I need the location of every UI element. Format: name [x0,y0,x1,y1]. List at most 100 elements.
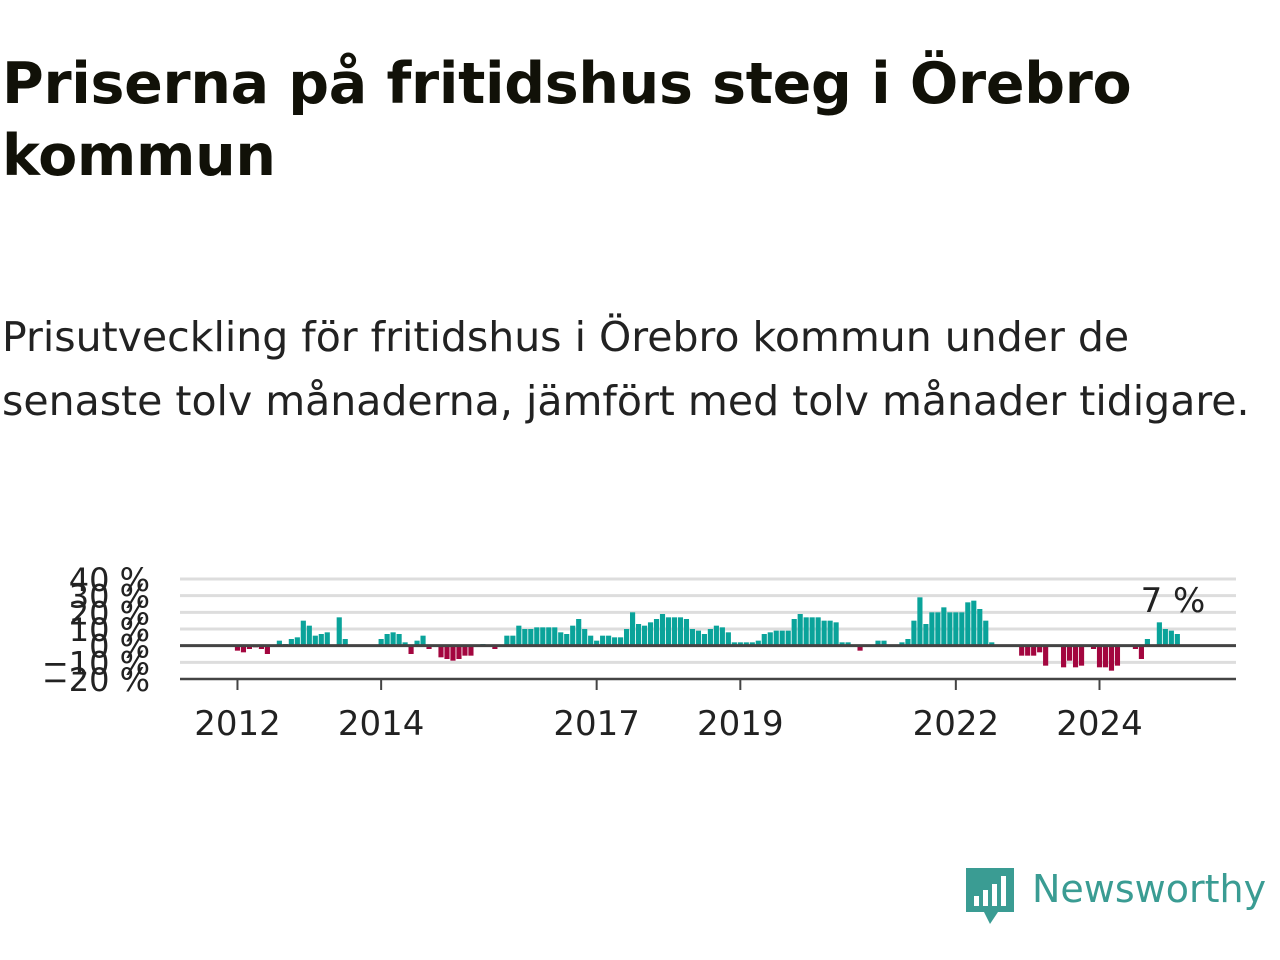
y-tick-label: 30 % [69,578,150,616]
bar [420,635,426,646]
bar [701,634,707,646]
bar [1144,639,1150,646]
labels: −20 %−10 %0 %10 %20 %30 %40 % 2012 2014 201… [42,561,1205,744]
bar [624,629,630,646]
bar [827,620,833,646]
bar [989,642,995,646]
bar [414,640,420,646]
bar [977,609,983,646]
bar [953,612,959,646]
bar [1072,645,1079,668]
bar [767,632,773,646]
bar [791,619,797,646]
bar [456,645,462,659]
bar [659,614,666,646]
bar [809,617,815,646]
bar [959,612,965,646]
bar [1114,645,1121,666]
bar [683,619,690,646]
bar [384,634,390,646]
bar [288,639,294,646]
bar [510,635,516,646]
bar [929,612,935,646]
bar [552,627,558,646]
bar [408,645,414,654]
chart-title: Priserna på fritidshus steg i Örebro kom… [2,51,1132,189]
bar [773,630,779,646]
bar [671,617,678,646]
bar [797,614,803,646]
bar [965,602,971,646]
bar [246,645,253,649]
bar [899,642,905,646]
bar [917,597,923,646]
bar [983,620,989,646]
bar [779,630,785,646]
bar [839,642,845,646]
bar [612,637,618,646]
bar [1061,645,1067,668]
bar-chart: −20 %−10 %0 %10 %20 %30 %40 % 2012 2014 201… [42,561,1236,744]
bar [606,635,612,646]
bar [677,617,684,646]
bar [1096,645,1103,668]
bar [324,632,330,646]
bar [564,634,570,646]
bar [785,630,791,646]
bar [1162,629,1168,646]
bar [558,632,564,646]
bar [911,620,917,646]
bar [1174,634,1180,646]
y-tick-label: −10 % [42,644,150,682]
x-tick-label: 2014 [338,704,425,744]
bar [402,642,408,646]
bar [1156,622,1162,646]
bar [516,625,522,646]
bar [396,634,402,646]
bar [749,642,755,646]
bar [1043,645,1049,666]
bar [582,629,588,646]
x-tick-label: 2012 [194,704,281,744]
bar [707,629,713,646]
bar [1019,645,1025,656]
bar [821,620,827,646]
bar [761,634,767,646]
bar [641,625,648,646]
bar [300,620,306,646]
axes [180,644,1236,690]
y-tick-label: 10 % [69,611,150,649]
bar [462,645,468,656]
bar [1108,645,1115,671]
bar [444,645,450,659]
bar [546,627,552,646]
bar [594,640,600,646]
y-tick-label: 20 % [69,594,150,632]
x-tick-label: 2019 [697,704,784,744]
bar [713,625,719,646]
grid-lines [180,577,1236,664]
bar [258,645,264,649]
bar [725,632,731,646]
bar [234,645,241,651]
brand-name: Newsworthy [1032,867,1267,911]
bar [294,637,300,646]
bar [719,627,725,646]
chart-subtitle: Prisutveckling för fritidshus i Örebro k… [2,313,1250,425]
y-tick-label: 0 % [89,628,150,666]
bar [528,629,534,646]
bar [665,617,672,646]
bar [1090,645,1097,649]
newsworthy-logo-icon [966,868,1014,924]
bar [336,617,342,646]
bar [941,607,947,646]
bar [618,637,624,646]
last-value-label: 7 % [1141,581,1206,621]
bar [947,612,953,646]
bar [426,645,432,649]
bar [755,640,761,646]
bar [857,645,863,651]
y-tick-label: 40 % [69,561,150,599]
bar [1037,645,1043,653]
bar [540,627,546,646]
